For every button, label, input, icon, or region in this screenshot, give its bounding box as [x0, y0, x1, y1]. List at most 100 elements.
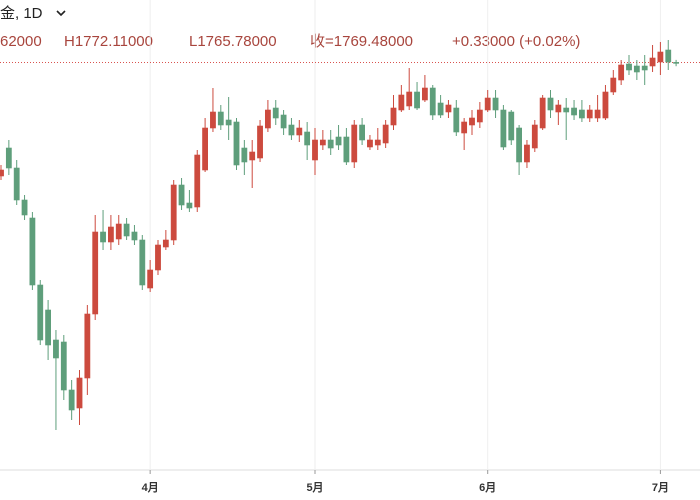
candle	[547, 90, 554, 118]
candle-body	[359, 124, 365, 141]
candle-body	[280, 114, 287, 129]
interval-chevron[interactable]	[56, 10, 66, 17]
candle	[100, 210, 106, 250]
candle	[327, 130, 334, 155]
candle-body	[217, 111, 224, 126]
candle	[367, 135, 373, 150]
candle-body	[84, 313, 91, 379]
candle-body	[476, 109, 483, 123]
candle	[178, 178, 185, 210]
candle	[374, 128, 381, 150]
ohlc-item: 62000	[0, 33, 42, 50]
candle-body	[618, 64, 625, 81]
candle-body	[382, 124, 389, 144]
candle	[641, 55, 648, 85]
candle-body	[351, 124, 358, 163]
candle-body	[429, 87, 436, 116]
candle	[398, 85, 405, 112]
candle	[139, 235, 146, 290]
candle-body	[539, 97, 546, 129]
candle-body	[264, 109, 271, 129]
candle	[217, 105, 224, 130]
candle	[429, 85, 436, 120]
candle-body	[374, 139, 381, 146]
candle	[92, 215, 99, 320]
candle	[414, 82, 420, 110]
candle-body	[610, 77, 617, 93]
candle	[476, 102, 483, 128]
candle	[162, 230, 169, 250]
candle-body	[123, 223, 130, 237]
candle-body	[5, 147, 12, 169]
candle-body	[45, 309, 51, 346]
ohlc-item: H1772.11000	[64, 33, 153, 50]
candle	[571, 100, 577, 120]
candle	[351, 120, 358, 168]
candle-body	[76, 377, 83, 409]
candle-body	[492, 97, 499, 111]
candle	[406, 68, 413, 110]
candle-body	[649, 57, 656, 67]
candle-body	[547, 97, 554, 111]
candle-body	[602, 91, 609, 119]
candle-body	[516, 127, 522, 163]
candle	[492, 90, 499, 118]
candle	[257, 120, 263, 162]
candle	[280, 110, 287, 135]
candle-body	[257, 125, 263, 159]
candle-body	[162, 239, 169, 248]
candle	[312, 128, 318, 175]
candle-body	[665, 49, 672, 63]
candle	[186, 190, 193, 212]
candle	[626, 55, 632, 75]
candle-body	[115, 223, 122, 240]
candle	[508, 110, 515, 145]
candle	[586, 105, 593, 122]
candle	[108, 215, 114, 250]
candle-body	[233, 121, 240, 166]
candle-body	[210, 111, 216, 129]
candle	[76, 370, 83, 425]
candle-body	[586, 109, 593, 119]
ohlc-item: L1765.78000	[189, 33, 277, 50]
candle	[421, 75, 428, 102]
candle	[115, 215, 122, 245]
candle	[272, 100, 279, 125]
x-tick-label: 4月	[142, 481, 159, 494]
candle-body	[406, 91, 413, 107]
candle	[610, 70, 617, 95]
candle	[131, 225, 138, 245]
candle	[319, 130, 326, 150]
candle	[304, 122, 311, 160]
candle-body	[641, 65, 648, 71]
candle-body	[445, 104, 452, 113]
candle-body	[288, 124, 295, 136]
candle-body	[524, 144, 530, 163]
candle	[539, 95, 546, 130]
candle-body	[194, 154, 201, 208]
grid	[149, 0, 661, 470]
candle	[29, 212, 36, 290]
candle-body	[531, 124, 538, 149]
candle-body	[249, 151, 256, 161]
candle-body	[594, 109, 601, 119]
candle-body	[633, 65, 640, 73]
ohlc-item: 收=1769.48000	[310, 33, 413, 50]
candle	[264, 100, 271, 132]
candle	[516, 125, 522, 175]
candle	[673, 59, 679, 67]
candle-body	[578, 109, 585, 119]
candle-body	[296, 127, 303, 136]
candle	[445, 100, 452, 118]
candle	[665, 40, 672, 70]
candle	[594, 95, 601, 122]
candle-body	[202, 127, 208, 171]
candle-body	[147, 269, 154, 289]
candle	[123, 218, 130, 240]
candle-body	[461, 121, 468, 134]
x-tick-label: 7月	[652, 481, 669, 494]
ohlc-item: +0.33000 (+0.02%)	[452, 33, 580, 50]
candle	[531, 120, 538, 152]
candle-body	[453, 107, 460, 133]
